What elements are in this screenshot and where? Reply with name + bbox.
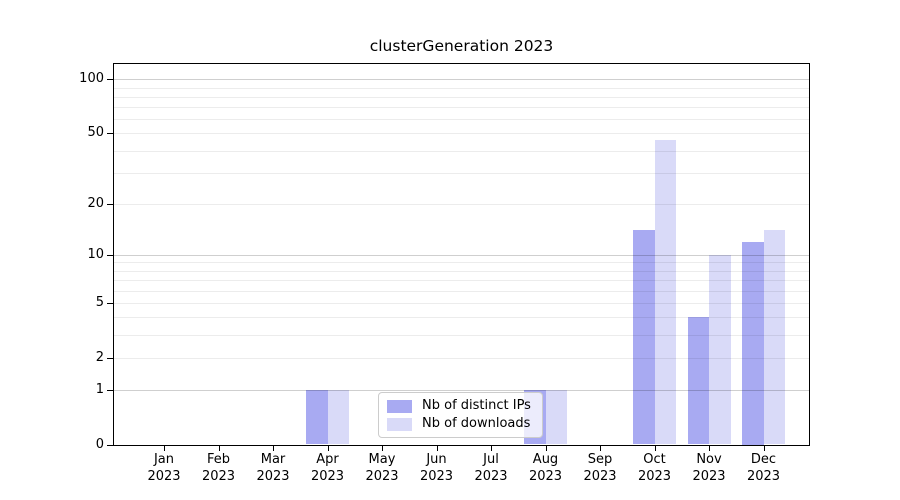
y-tick-mark bbox=[107, 203, 113, 205]
x-tick-label-month: Apr bbox=[316, 452, 339, 467]
bar-distinct-ips bbox=[633, 230, 655, 445]
legend-label: Nb of distinct IPs bbox=[422, 398, 531, 413]
y-tick-mark bbox=[107, 79, 113, 81]
x-tick-mark bbox=[600, 445, 601, 451]
legend: Nb of distinct IPs Nb of downloads bbox=[378, 392, 543, 438]
minor-gridline bbox=[114, 334, 809, 336]
minor-gridline bbox=[114, 96, 809, 98]
x-tick-mark bbox=[218, 445, 220, 451]
minor-gridline bbox=[114, 280, 809, 281]
minor-gridline bbox=[114, 87, 809, 89]
x-tick-mark bbox=[273, 445, 274, 451]
x-tick-label-month: Mar bbox=[260, 452, 286, 467]
x-tick-label-year: 2023 bbox=[528, 469, 563, 484]
y-tick-label: 1 bbox=[95, 381, 104, 397]
bar-downloads bbox=[763, 230, 785, 445]
y-tick-mark bbox=[107, 357, 113, 359]
x-tick-mark bbox=[164, 445, 165, 451]
x-tick-mark bbox=[382, 445, 383, 451]
bar-downloads bbox=[545, 389, 567, 445]
chart-title: clusterGeneration 2023 bbox=[369, 37, 554, 55]
x-tick-label-month: Dec bbox=[750, 452, 777, 467]
y-tick-mark bbox=[107, 133, 113, 135]
x-tick-label-month: Aug bbox=[532, 452, 559, 467]
legend-item: Nb of downloads bbox=[387, 416, 534, 432]
x-tick-label-month: Sep bbox=[587, 452, 613, 467]
x-tick-label-year: 2023 bbox=[310, 469, 345, 484]
minor-gridline bbox=[114, 107, 809, 109]
legend-swatch-downloads bbox=[387, 417, 412, 431]
bar-downloads bbox=[654, 139, 676, 445]
x-tick-mark bbox=[491, 445, 492, 451]
x-tick-label-year: 2023 bbox=[583, 469, 617, 484]
major-gridline bbox=[114, 79, 809, 81]
x-tick-label-year: 2023 bbox=[637, 469, 672, 484]
x-tick-label-year: 2023 bbox=[692, 469, 726, 484]
minor-gridline bbox=[114, 317, 809, 319]
minor-gridline bbox=[114, 119, 809, 121]
x-tick-label-year: 2023 bbox=[201, 469, 236, 484]
y-tick-mark bbox=[107, 302, 113, 304]
y-tick-label: 50 bbox=[87, 125, 104, 141]
x-tick-mark bbox=[436, 445, 438, 451]
bar-downloads bbox=[709, 254, 731, 445]
minor-gridline bbox=[114, 262, 809, 264]
y-tick-label: 100 bbox=[79, 71, 104, 87]
bar-distinct-ips bbox=[306, 389, 328, 445]
minor-gridline bbox=[114, 133, 809, 135]
bar-distinct-ips bbox=[742, 241, 764, 445]
x-tick-mark bbox=[763, 445, 765, 451]
x-tick-label-year: 2023 bbox=[419, 469, 454, 484]
x-tick-label-year: 2023 bbox=[474, 469, 508, 484]
y-tick-mark bbox=[107, 444, 113, 446]
y-tick-label: 10 bbox=[87, 246, 104, 262]
y-tick-label: 20 bbox=[87, 195, 104, 211]
y-tick-label: 2 bbox=[95, 349, 104, 365]
minor-gridline bbox=[114, 290, 809, 292]
legend-label: Nb of downloads bbox=[422, 416, 531, 431]
minor-gridline bbox=[114, 302, 809, 304]
major-gridline bbox=[114, 389, 809, 391]
y-tick-mark bbox=[107, 254, 113, 256]
y-tick-mark bbox=[107, 389, 113, 391]
x-tick-mark bbox=[709, 445, 710, 451]
x-tick-label-month: Jul bbox=[483, 452, 499, 467]
x-tick-label-month: May bbox=[368, 452, 396, 467]
x-tick-label-year: 2023 bbox=[147, 469, 181, 484]
bar-downloads bbox=[327, 389, 349, 445]
x-tick-label-month: Jun bbox=[426, 452, 447, 467]
legend-item: Nb of distinct IPs bbox=[387, 398, 534, 414]
y-tick-label: 5 bbox=[95, 294, 104, 310]
bar-distinct-ips bbox=[687, 317, 709, 445]
minor-gridline bbox=[114, 270, 809, 272]
x-tick-label-year: 2023 bbox=[365, 469, 399, 484]
major-gridline bbox=[114, 254, 809, 256]
x-tick-label-month: Oct bbox=[643, 452, 666, 467]
x-tick-mark bbox=[327, 445, 329, 451]
x-tick-mark bbox=[654, 445, 656, 451]
minor-gridline bbox=[114, 172, 809, 174]
y-tick-label: 0 bbox=[95, 436, 104, 452]
minor-gridline bbox=[114, 150, 809, 152]
legend-swatch-distinct-ips bbox=[387, 399, 412, 413]
minor-gridline bbox=[114, 203, 809, 205]
x-tick-mark bbox=[545, 445, 547, 451]
x-tick-label-month: Nov bbox=[696, 452, 722, 467]
x-tick-label-month: Feb bbox=[206, 452, 231, 467]
x-tick-label-year: 2023 bbox=[746, 469, 781, 484]
x-tick-label-month: Jan bbox=[153, 452, 175, 467]
minor-gridline bbox=[114, 357, 809, 359]
x-tick-label-year: 2023 bbox=[256, 469, 290, 484]
